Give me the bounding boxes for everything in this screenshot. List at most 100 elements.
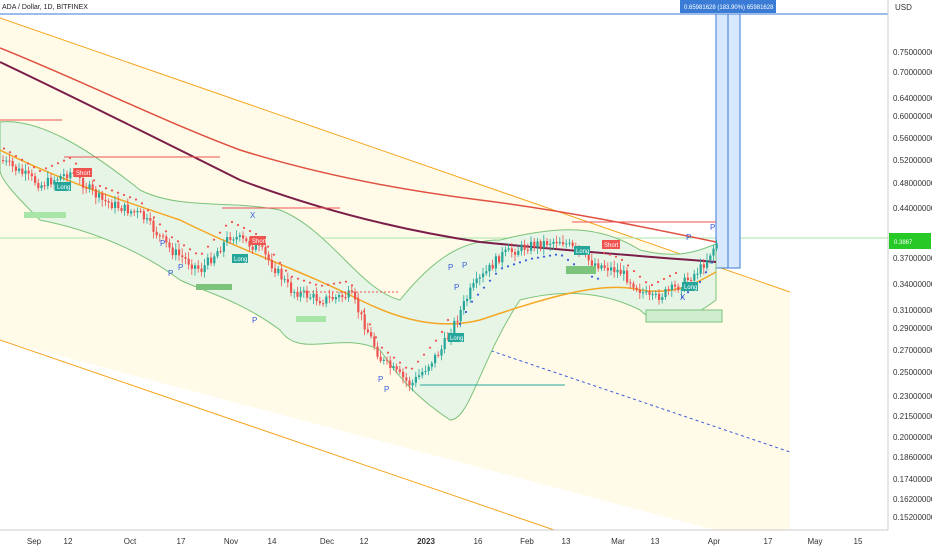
price-tick-label: 0.34000000	[893, 280, 932, 289]
ma-mid	[0, 47, 717, 243]
trail-dot	[296, 277, 300, 280]
trail-dot	[704, 271, 708, 274]
candle-body	[693, 273, 696, 281]
trail-dot	[698, 280, 702, 284]
badge-1: Short	[74, 168, 92, 177]
trail-dot	[638, 275, 642, 278]
trail-dot	[620, 258, 624, 261]
svg-text:Long: Long	[57, 185, 70, 191]
candle-body	[94, 189, 97, 198]
price-tick-label: 0.60000000	[893, 112, 932, 121]
time-tick-label: Sep	[27, 537, 42, 546]
time-ticks: Sep 12 Oct 17 Nov 14 Dec 12 2023 16 Feb 13 Mar 13 Apr 1…	[27, 537, 863, 546]
candle-body	[174, 249, 177, 256]
candle-body	[245, 238, 248, 241]
candle-body	[494, 256, 497, 269]
trail-dot	[368, 323, 372, 326]
trail-dot	[506, 265, 510, 268]
candle-body	[85, 187, 88, 189]
candle-body	[459, 309, 462, 322]
candle-body	[587, 253, 590, 261]
candle-body	[238, 235, 241, 237]
candle-body	[302, 290, 305, 292]
candle-body	[37, 182, 40, 189]
candle-body	[485, 271, 488, 274]
trail-dot	[596, 277, 600, 280]
signal-badges: Short Long Short Long Long Long Short Lo…	[55, 168, 698, 342]
trail-dot	[572, 263, 576, 266]
trail-dot	[290, 275, 294, 278]
trail-dot	[566, 258, 570, 261]
candle-body	[162, 235, 165, 237]
candle-body	[498, 256, 501, 263]
candle-body	[350, 290, 353, 292]
trail-dot	[38, 169, 42, 173]
price-tick-label: 0.20000000	[893, 433, 932, 442]
candle-body	[203, 265, 206, 273]
svg-text:Long: Long	[576, 249, 589, 255]
candle-body	[117, 201, 120, 209]
candle-body	[354, 291, 357, 300]
candle-body	[50, 177, 53, 185]
candle-body	[472, 283, 475, 288]
candle-body	[680, 289, 683, 291]
candle-body	[210, 257, 213, 264]
trail-dot	[626, 264, 630, 267]
candle-body	[395, 366, 398, 370]
candle-body	[181, 255, 184, 258]
price-tick-label: 0.48000000	[893, 179, 932, 188]
price-axis	[888, 0, 932, 550]
trail-dot	[62, 159, 66, 162]
candle-body	[504, 249, 507, 252]
candle-body	[440, 349, 443, 356]
candle-body	[434, 354, 437, 364]
trail-dot	[656, 280, 660, 284]
candle-body	[334, 297, 337, 300]
time-tick-label: 14	[268, 537, 277, 546]
trail-dot	[530, 257, 534, 260]
candle-body	[651, 294, 654, 296]
svg-text:Long: Long	[234, 257, 247, 263]
candle-body	[366, 329, 369, 333]
candle-body	[318, 301, 321, 304]
trail-dot	[26, 162, 30, 165]
trail-dot	[338, 281, 342, 284]
price-unit: USD	[895, 3, 912, 12]
candle-body	[267, 254, 270, 261]
candle-body	[254, 244, 257, 250]
candle-body	[91, 184, 94, 190]
candle-body	[120, 208, 123, 211]
trail-dot	[500, 267, 504, 270]
time-tick-label: Apr	[708, 537, 721, 546]
trail-dot	[674, 271, 678, 275]
candle-body	[411, 382, 414, 386]
price-tick-label: 0.44000000	[893, 204, 932, 213]
candle-body	[155, 231, 158, 236]
candle-body	[328, 296, 331, 298]
candle-body	[558, 242, 561, 244]
price-ticks: 0.75000000 0.70000000 0.64000000 0.60000000…	[893, 48, 932, 522]
candle-body	[536, 241, 539, 248]
support-zone-5	[566, 266, 596, 274]
trail-dot	[632, 269, 636, 273]
candle-body	[165, 236, 168, 243]
candle-body	[274, 268, 277, 274]
candle-body	[280, 268, 283, 280]
ma-long	[0, 61, 717, 263]
trail-dot	[470, 300, 474, 303]
time-tick-label: 12	[64, 537, 73, 546]
candle-body	[686, 277, 689, 281]
price-tick-label: 0.23000000	[893, 392, 932, 401]
candle-body	[363, 314, 366, 330]
price-tick-label: 0.16200000	[893, 495, 932, 504]
time-tick-label: 13	[562, 537, 571, 546]
support-zone-2	[196, 284, 232, 290]
candle-body	[286, 279, 289, 283]
trail-dot	[230, 220, 234, 224]
trail-dot	[146, 209, 150, 212]
candle-body	[626, 270, 629, 283]
candle-body	[418, 375, 421, 377]
candle-body	[542, 241, 545, 248]
candle-body	[46, 177, 49, 187]
price-tick-label: 0.27000000	[893, 346, 932, 355]
